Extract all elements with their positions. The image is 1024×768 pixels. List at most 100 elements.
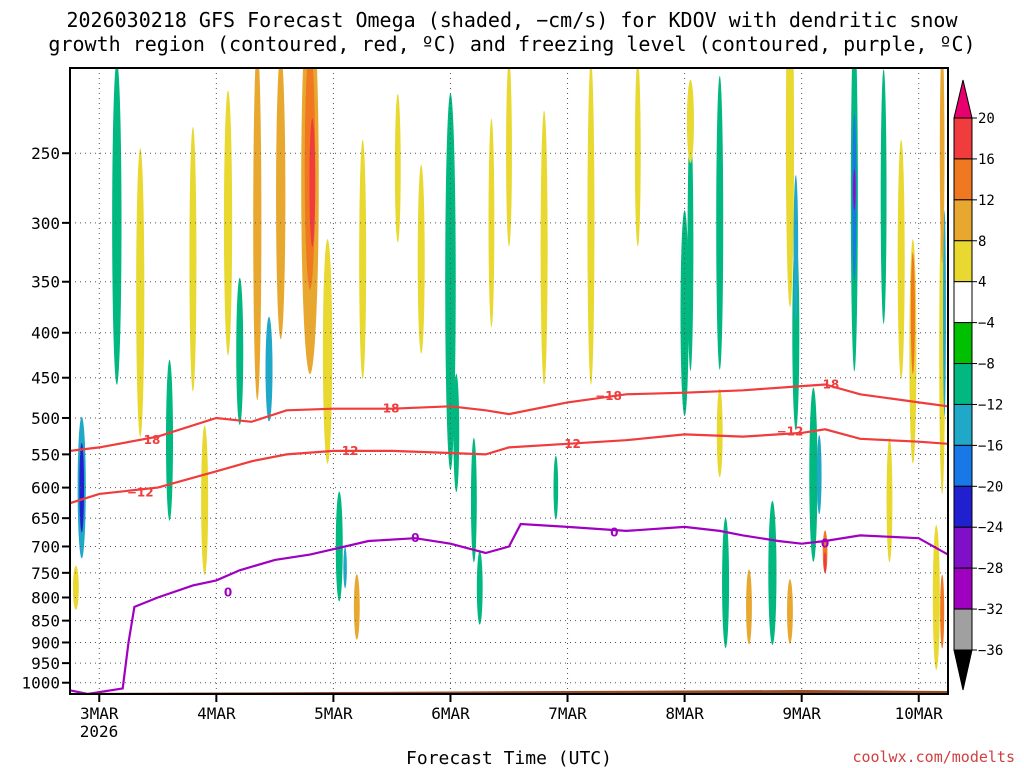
colorbar-label: 8	[978, 234, 986, 250]
y-tick-label: 750	[31, 564, 60, 583]
colorbar-segment	[953, 240, 973, 283]
omega-region	[823, 552, 827, 573]
omega-region	[201, 425, 209, 575]
dgz-top-label: 18	[823, 377, 840, 391]
omega-region	[322, 239, 333, 464]
omega-region	[353, 574, 360, 640]
y-tick-label: 1000	[21, 674, 60, 693]
omega-region	[687, 124, 694, 372]
colorbar-segment	[953, 322, 973, 365]
chart-title-line1: 2026030218 GFS Forecast Omega (shaded, −…	[66, 8, 958, 32]
x-tick-label: 4MAR	[197, 704, 236, 723]
dgz-bottom-label: −12	[777, 424, 804, 438]
colorbar-label: −12	[978, 397, 1003, 413]
dgz-bottom-label: −12	[332, 444, 359, 458]
y-tick-label: 350	[31, 273, 60, 292]
colorbar-segment	[953, 403, 973, 446]
y-tick-label: 250	[31, 144, 60, 163]
x-tick-label: 5MAR	[314, 704, 353, 723]
freezing-level-label: 0	[610, 526, 618, 540]
colorbar: 20 16 12 8 4 −4 −8 −12 −16 −20 −24 −28 −32 −36	[953, 79, 1003, 691]
omega-region	[309, 118, 316, 247]
x-tick-label: 8MAR	[665, 704, 704, 723]
y-tick-label: 600	[31, 479, 60, 498]
omega-region	[932, 525, 940, 670]
colorbar-segment	[953, 117, 973, 160]
omega-region	[853, 168, 856, 211]
dgz-bottom-label: −12	[554, 437, 581, 451]
omega-region	[79, 442, 85, 533]
x-tick-label: 6MAR	[431, 704, 470, 723]
colorbar-label: 16	[978, 152, 995, 168]
x-year-label: 2026	[80, 722, 119, 741]
omega-region	[223, 90, 233, 356]
omega-region	[335, 491, 343, 602]
omega-region	[816, 435, 822, 515]
y-tick-label: 450	[31, 369, 60, 388]
colorbar-label: −28	[978, 561, 1003, 577]
omega-region	[417, 164, 425, 354]
colorbar-segment	[953, 444, 973, 487]
x-tick-label: 3MAR	[80, 704, 119, 723]
colorbar-label: −36	[978, 643, 1003, 659]
omega-region	[716, 75, 724, 370]
colorbar-label: −20	[978, 479, 1003, 495]
y-tick-label: 900	[31, 633, 60, 652]
colorbar-segment	[953, 281, 973, 324]
omega-region	[276, 68, 286, 340]
colorbar-label: 20	[978, 111, 995, 127]
omega-region	[470, 437, 477, 563]
omega-region	[265, 316, 273, 422]
y-tick-label: 800	[31, 588, 60, 607]
omega-region	[939, 68, 945, 264]
omega-region	[189, 126, 197, 392]
omega-region	[943, 210, 946, 417]
y-tick-label: 400	[31, 324, 60, 343]
omega-region	[540, 110, 548, 385]
omega-region	[136, 148, 145, 437]
omega-region	[112, 68, 122, 385]
omega-region	[716, 388, 723, 478]
omega-region	[587, 68, 595, 385]
y-tick-label: 550	[31, 445, 60, 464]
omega-region	[253, 68, 262, 401]
omega-shading	[72, 68, 946, 670]
omega-region	[768, 500, 777, 645]
y-tick-label: 850	[31, 612, 60, 631]
colorbar-segment	[953, 608, 973, 651]
x-tick-label: 10MAR	[895, 704, 944, 723]
omega-region	[886, 437, 893, 563]
colorbar-segment	[953, 485, 973, 528]
colorbar-segment	[953, 158, 973, 201]
dgz-top-label: −18	[595, 389, 622, 403]
y-axis: 250 300 350 400 450 500 550 600 650 700 750 800 850 9…	[21, 144, 70, 693]
contours: 18 −18 −18 18 −12 −12 −12 −12 0 0 0 0	[70, 377, 948, 694]
freezing-level-label: 0	[411, 531, 419, 545]
omega-region	[785, 68, 795, 308]
omega-region	[746, 569, 752, 645]
y-tick-label: 500	[31, 409, 60, 428]
omega-region	[488, 118, 495, 328]
omega-region	[793, 175, 799, 320]
x-axis-title: Forecast Time (UTC)	[406, 748, 612, 768]
omega-region	[476, 550, 483, 625]
y-tick-label: 700	[31, 537, 60, 556]
colorbar-label: 12	[978, 193, 995, 209]
omega-region	[686, 79, 694, 164]
freezing-level-contour	[70, 522, 948, 694]
colorbar-top-arrow	[953, 79, 973, 119]
credit-text: coolwx.com/modelts	[852, 748, 1015, 766]
dgz-top-label: −18	[373, 402, 400, 416]
colorbar-segment	[953, 199, 973, 242]
colorbar-label: −8	[978, 357, 995, 373]
y-tick-label: 650	[31, 509, 60, 528]
freezing-level-label: 0	[821, 537, 829, 551]
plot-frame	[69, 67, 949, 695]
colorbar-segment	[953, 363, 973, 405]
x-tick-label: 7MAR	[548, 704, 587, 723]
colorbar-label: −32	[978, 602, 1003, 618]
colorbar-label: −24	[978, 520, 1003, 536]
y-tick-label: 950	[31, 654, 60, 673]
omega-region	[910, 252, 915, 374]
